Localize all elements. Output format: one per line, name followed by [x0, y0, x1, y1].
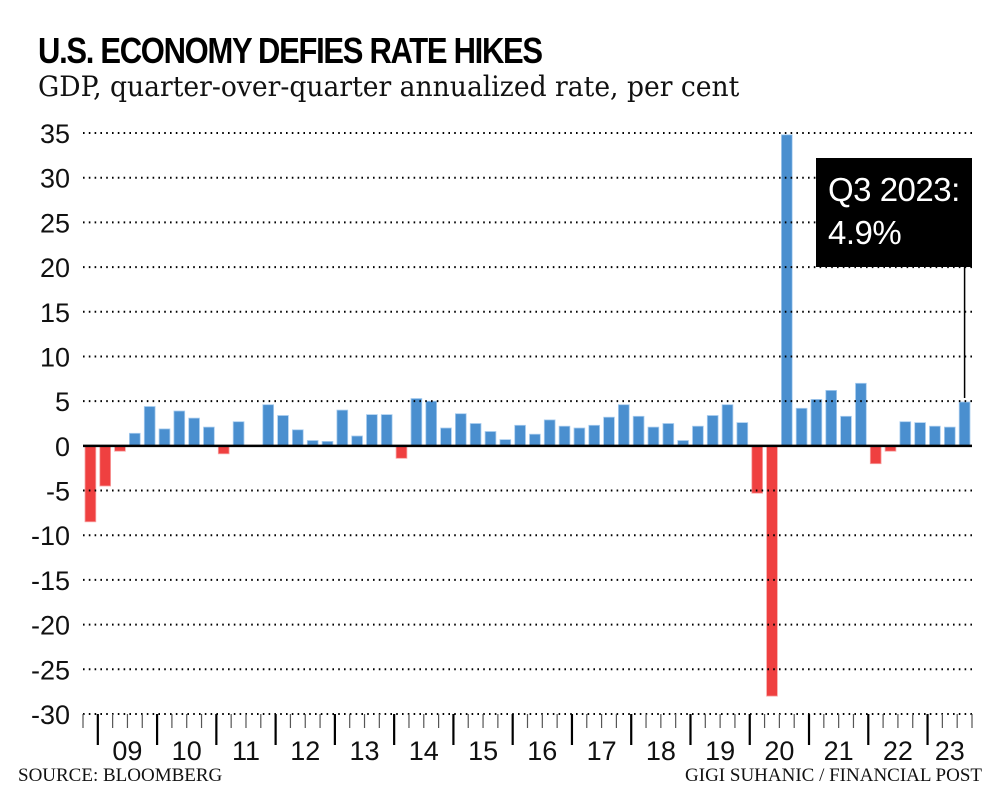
bar-2016Q3	[543, 419, 556, 447]
bar-2018Q3	[662, 423, 675, 447]
bar-2016Q4	[558, 425, 571, 447]
bar-2010Q3	[188, 417, 200, 447]
bar-2010Q1	[158, 428, 171, 447]
bar-2020Q1	[751, 445, 763, 494]
bar-2019Q1	[692, 425, 704, 447]
callout-value: 4.9%	[828, 214, 902, 251]
credit-note: GIGI SUHANIC / FINANCIAL POST	[685, 765, 982, 786]
bar-2013Q3	[366, 414, 378, 447]
y-tick-label: 15	[40, 298, 70, 328]
bar-2013Q2	[351, 435, 363, 447]
bar-2014Q4	[440, 427, 452, 447]
y-tick-label: 25	[40, 208, 70, 238]
x-year-label: 15	[468, 736, 498, 766]
bar-2018Q2	[647, 426, 660, 447]
x-year-label: 22	[883, 736, 913, 766]
bar-2019Q3	[721, 404, 734, 447]
y-tick-label: -30	[31, 700, 70, 730]
bar-2010Q4	[203, 426, 215, 447]
y-tick-label: 20	[40, 253, 70, 283]
bar-2022Q3	[899, 421, 912, 447]
x-year-label: 13	[349, 736, 379, 766]
x-year-label: 18	[646, 736, 676, 766]
bar-2022Q1	[869, 445, 882, 465]
bar-2015Q2	[469, 423, 482, 447]
y-axis-labels: 35 30 25 20 15 10 5 0 -5 -10 -15 -20 -25 -30	[31, 119, 70, 730]
y-tick-label: 10	[40, 342, 70, 372]
x-year-label: 19	[705, 736, 735, 766]
bar-2009Q1	[99, 445, 112, 487]
bar-2017Q3	[603, 416, 615, 447]
bar-2019Q2	[706, 415, 719, 447]
x-year-label: 14	[409, 736, 439, 766]
bar-2016Q1	[514, 424, 526, 447]
bar-2015Q3	[484, 431, 497, 447]
bar-2008Q4	[84, 445, 97, 523]
bar-2012Q1	[277, 415, 289, 447]
bar-2017Q1	[573, 427, 586, 447]
y-tick-label: 30	[40, 164, 70, 194]
x-year-label: 20	[764, 736, 794, 766]
bar-2023Q3	[958, 401, 971, 447]
y-tick-label: 5	[55, 387, 70, 417]
callout-box: Q3 2023: 4.9%	[816, 158, 972, 267]
callout-label: Q3 2023:	[828, 171, 960, 208]
bar-2011Q2	[232, 421, 245, 447]
y-tick-label: -15	[31, 566, 70, 596]
bar-2021Q4	[855, 382, 867, 447]
bar-2014Q3	[425, 400, 437, 447]
y-tick-label: -10	[31, 521, 70, 551]
x-year-label: 12	[290, 736, 320, 766]
y-tick-label: -5	[46, 477, 70, 507]
bar-2020Q3	[781, 134, 793, 447]
x-year-label: 09	[112, 736, 142, 766]
bar-2020Q2	[766, 445, 778, 697]
y-tick-label: -25	[31, 655, 70, 685]
bar-2019Q4	[736, 422, 749, 447]
x-year-label: 11	[232, 736, 260, 766]
x-year-label: 21	[824, 736, 854, 766]
x-year-label: 16	[527, 736, 557, 766]
chart-subtitle: GDP, quarter-over-quarter annualized rat…	[38, 70, 740, 103]
x-year-label: 10	[172, 736, 202, 766]
bar-2014Q1	[395, 445, 408, 459]
x-axis: 09 10 11 12 13 14 15 16 17 18 19 20 21 22 23	[82, 714, 973, 766]
chart-title: U.S. ECONOMY DEFIES RATE HIKES	[38, 30, 543, 71]
y-tick-label: 0	[55, 432, 70, 462]
bar-2009Q3	[128, 432, 141, 447]
bar-2014Q2	[410, 398, 423, 447]
bar-2021Q2	[825, 389, 837, 447]
bar-2011Q4	[262, 404, 274, 447]
bar-2016Q2	[529, 433, 541, 447]
bar-2013Q1	[336, 409, 349, 447]
bar-2013Q4	[380, 414, 393, 447]
x-year-label: 23	[935, 736, 965, 766]
source-note: SOURCE: BLOOMBERG	[18, 765, 223, 786]
bar-2015Q1	[454, 413, 467, 447]
bar-2012Q2	[291, 429, 304, 447]
bar-2009Q4	[143, 406, 156, 447]
bar-2020Q4	[795, 407, 808, 447]
bar-2022Q4	[914, 422, 926, 447]
bar-2017Q2	[588, 424, 600, 447]
bar-2017Q4	[618, 404, 630, 447]
bar-2021Q1	[810, 398, 823, 447]
bar-2010Q2	[173, 410, 186, 447]
bars-layer	[84, 134, 971, 697]
bar-2018Q1	[632, 415, 645, 447]
bar-2023Q1	[929, 425, 941, 447]
bar-2023Q2	[944, 426, 956, 447]
x-year-label: 17	[587, 736, 617, 766]
y-tick-label: 35	[40, 119, 70, 149]
bar-2021Q3	[840, 415, 852, 447]
y-tick-label: -20	[31, 611, 70, 641]
